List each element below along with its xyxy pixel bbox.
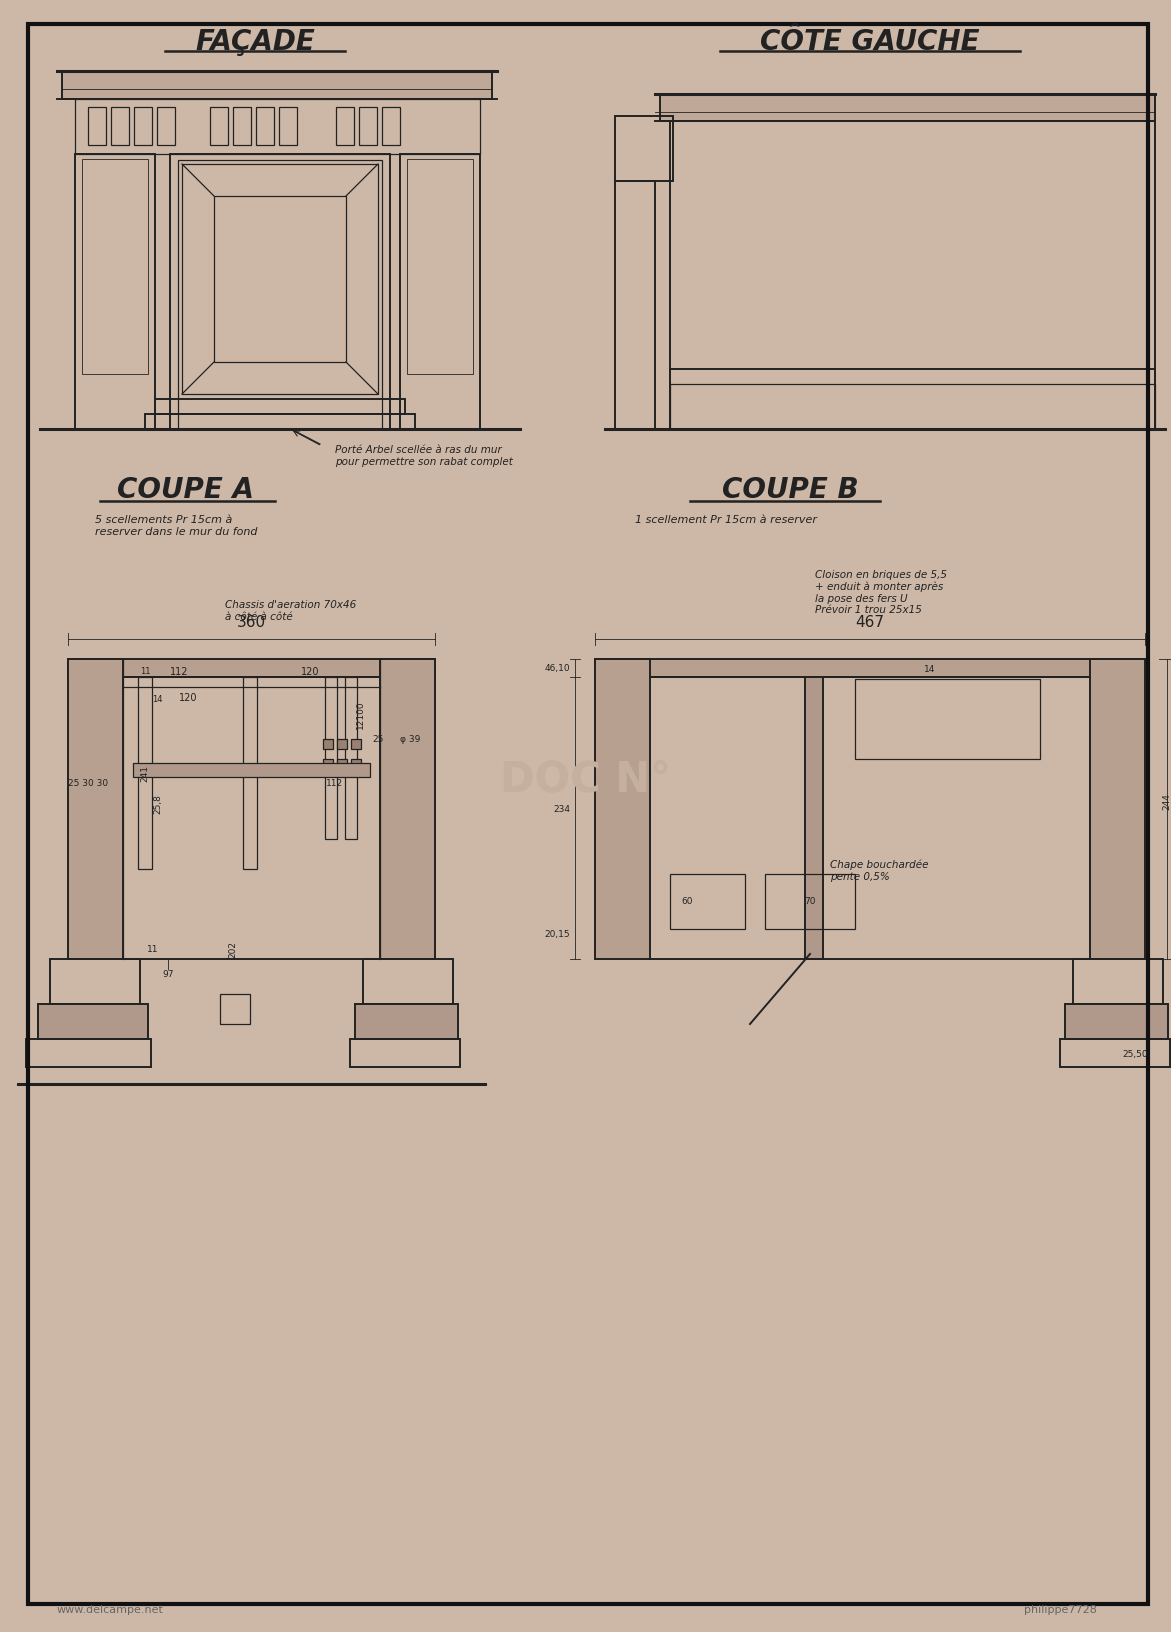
Bar [26,1040,151,1067]
Bar [337,759,347,770]
Bar [279,108,297,145]
Bar [256,108,274,145]
Bar [323,739,333,749]
Text: DOC N°: DOC N° [500,759,671,801]
Text: 112: 112 [327,778,343,788]
Bar [670,875,745,930]
Text: 11: 11 [139,667,150,676]
Bar [214,197,345,362]
Bar [660,95,1155,122]
Text: 234: 234 [553,805,570,814]
Bar [595,659,650,960]
Bar [400,155,480,429]
Text: 60: 60 [682,898,693,906]
Bar [1073,960,1163,1004]
Text: 467: 467 [856,615,884,630]
Text: 11: 11 [148,945,159,955]
Text: 25 30 30: 25 30 30 [68,778,108,788]
Bar [170,155,390,429]
Bar [111,108,129,145]
Bar [133,764,370,777]
Bar [68,659,123,960]
Bar [615,181,655,429]
Text: 12100: 12100 [356,700,364,730]
Bar [381,659,434,960]
Bar [670,122,1155,429]
Bar [359,108,377,145]
Bar [382,108,400,145]
Bar [336,108,354,145]
Bar [351,739,361,749]
Bar [615,118,673,181]
Bar [1090,659,1145,960]
Text: Chape bouchardée
pente 0,5%: Chape bouchardée pente 0,5% [830,860,929,881]
Text: 112: 112 [170,666,189,677]
Bar [1064,1004,1167,1040]
Bar [323,759,333,770]
Text: 120: 120 [179,692,198,702]
Bar [765,875,855,930]
Bar [88,108,107,145]
Bar [157,108,174,145]
Bar [1060,1040,1170,1067]
Bar [37,1004,148,1040]
Bar [337,739,347,749]
Text: Chassis d'aeration 70x46
à côté à côté: Chassis d'aeration 70x46 à côté à côté [225,599,356,622]
Text: COUPE B: COUPE B [721,475,858,504]
Bar [178,162,382,429]
Bar [670,385,1155,429]
Text: 25: 25 [372,734,383,744]
Bar [355,1004,458,1040]
Bar [351,759,361,770]
Text: www.delcampe.net: www.delcampe.net [56,1604,164,1614]
Bar [68,659,434,677]
Text: φ 39: φ 39 [399,734,420,744]
Text: 1 scellement Pr 15cm à reserver: 1 scellement Pr 15cm à reserver [635,514,817,524]
Text: 14: 14 [152,695,163,703]
Bar [408,160,473,375]
Bar [670,370,1155,429]
Bar [75,155,155,429]
Bar [804,677,823,960]
Text: 360: 360 [237,615,266,630]
Text: Porté Arbel scellée à ras du mur
pour permettre son rabat complet: Porté Arbel scellée à ras du mur pour pe… [335,446,513,467]
Bar [244,677,256,870]
Text: CÔTE GAUCHE: CÔTE GAUCHE [760,28,980,55]
Bar [326,677,337,839]
Text: 14: 14 [924,666,936,674]
Text: 25,50: 25,50 [1122,1049,1148,1059]
Bar [210,108,228,145]
Bar [595,659,1145,677]
Bar [138,677,152,870]
Text: 120: 120 [301,666,320,677]
Text: 97: 97 [163,969,173,979]
Text: 202: 202 [228,942,238,958]
Bar [75,100,480,155]
Bar [133,108,152,145]
Text: FAÇADE: FAÇADE [196,28,315,55]
Bar [145,415,415,429]
Text: 5 scellements Pr 15cm à
reserver dans le mur du fond: 5 scellements Pr 15cm à reserver dans le… [95,514,258,537]
Bar [233,108,251,145]
Text: 46,10: 46,10 [545,664,570,672]
Bar [363,960,453,1004]
Bar [220,994,249,1025]
Text: 244: 244 [1163,793,1171,809]
Text: 25,8: 25,8 [153,793,163,813]
Bar [50,960,141,1004]
Text: philippe7728: philippe7728 [1023,1604,1096,1614]
Text: Cloison en briques de 5,5
+ enduit à monter après
la pose des fers U
Prévoir 1 t: Cloison en briques de 5,5 + enduit à mon… [815,570,947,615]
Bar [350,1040,460,1067]
Bar [855,679,1040,759]
Bar [182,165,378,395]
Text: 241: 241 [141,765,150,782]
Bar [82,160,148,375]
Text: COUPE A: COUPE A [116,475,253,504]
Bar [345,677,357,839]
Text: DOC N°: DOC N° [500,759,671,801]
Text: 70: 70 [804,898,816,906]
Bar [155,400,405,415]
Text: 20,15: 20,15 [545,930,570,938]
Bar [62,72,492,100]
